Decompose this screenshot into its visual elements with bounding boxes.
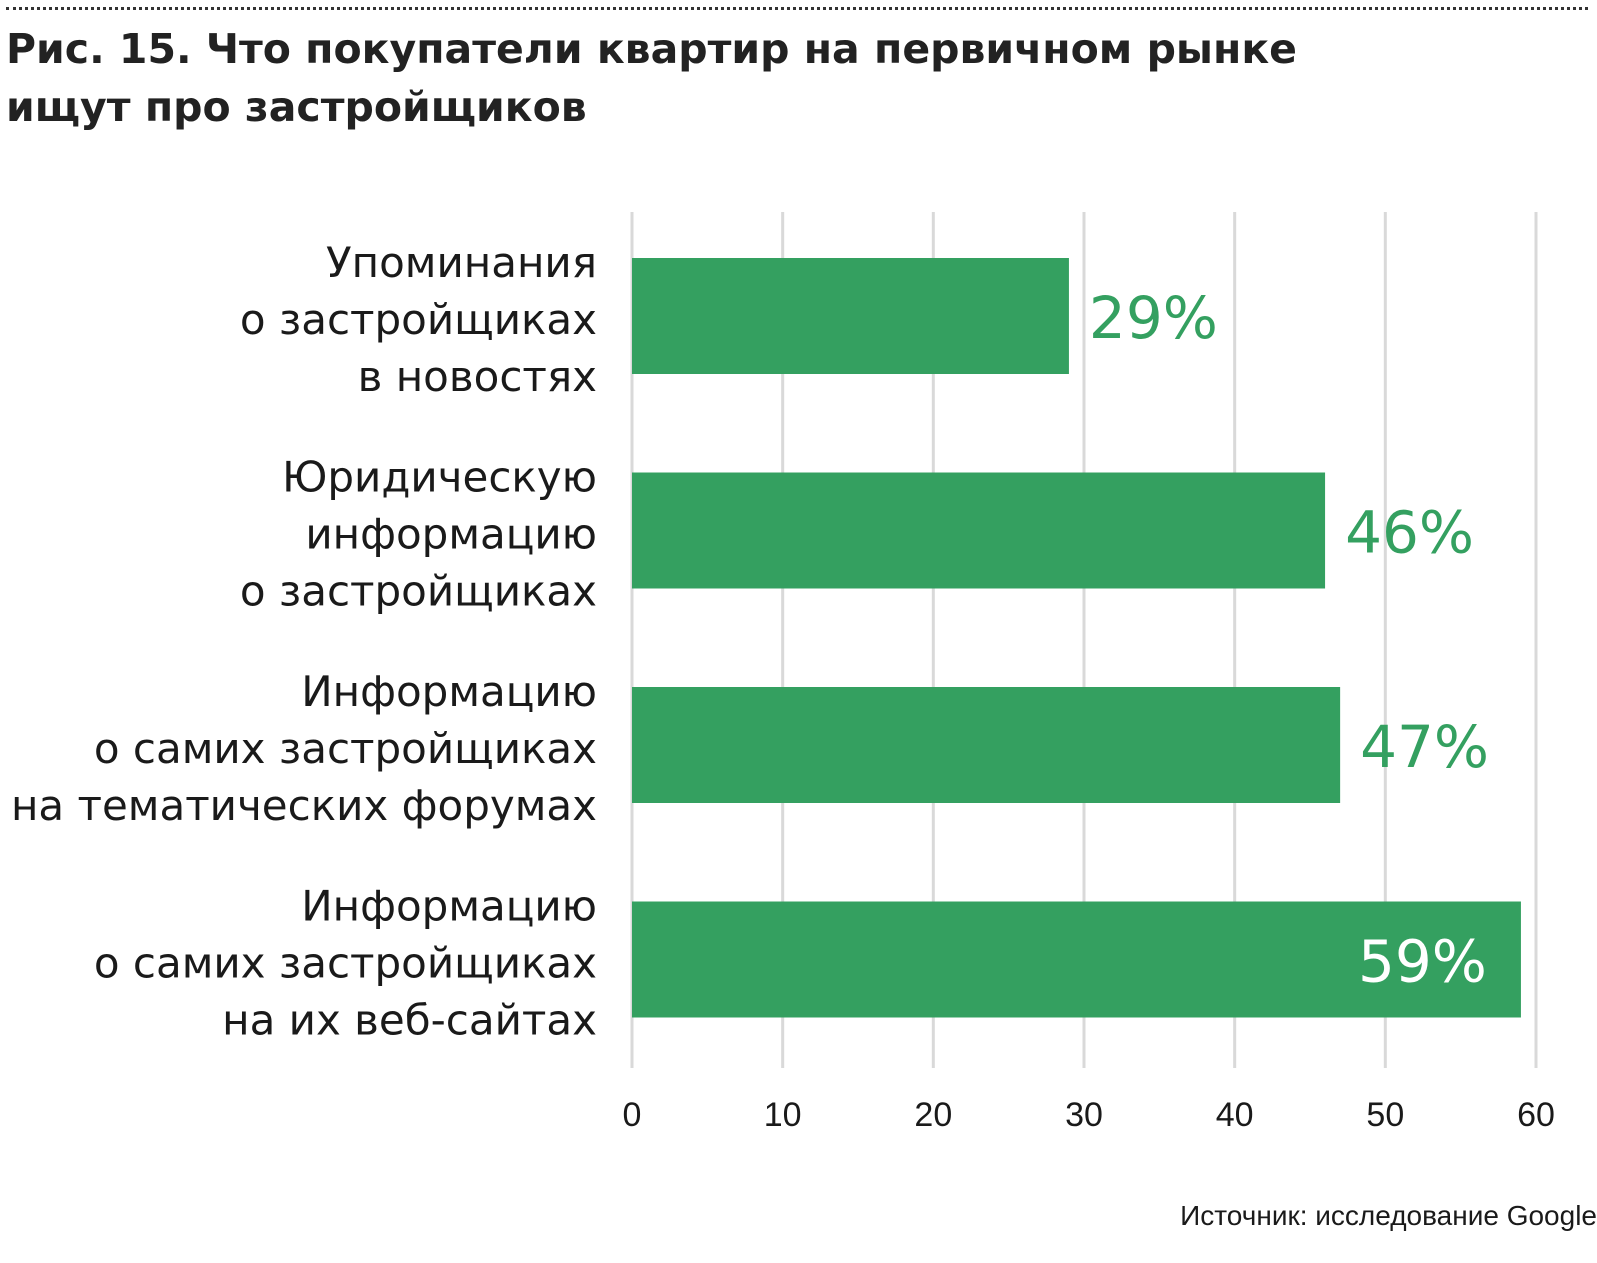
x-tick-label: 30 [1065,1096,1103,1134]
bar-value-label: 47% [1360,713,1489,781]
category-label: о самих застройщиках [94,939,597,988]
bar-value-label: 29% [1089,284,1218,352]
category-label: о застройщиках [240,295,597,344]
x-tick-label: 60 [1517,1096,1555,1134]
category-label: в новостях [358,352,597,401]
bar [632,472,1326,589]
category-label: информацию [305,510,597,559]
bar-value-label: 59% [1358,928,1487,996]
category-label: на их веб-сайтах [222,996,597,1045]
category-label: Информацию [301,882,597,931]
bar [632,687,1341,803]
category-label: Информацию [301,667,597,716]
x-tick-label: 0 [623,1096,642,1134]
x-tick-label: 20 [914,1096,952,1134]
x-tick-label: 40 [1216,1096,1254,1134]
x-tick-label: 10 [764,1096,802,1134]
bar-value-label: 46% [1345,499,1474,567]
category-label: Юридическую [282,453,597,502]
chart-title-line-1: Рис. 15. Что покупатели квартир на перви… [6,25,1297,73]
top-dotted-rule [6,7,1588,10]
category-label: о самих застройщиках [94,724,597,773]
category-label: на тематических форумах [11,781,597,830]
category-label: о застройщиках [240,567,597,616]
bar [632,901,1521,1018]
chart-title: Рис. 15. Что покупатели квартир на перви… [6,20,1506,136]
x-tick-label: 50 [1366,1096,1404,1134]
chart-title-line-2: ищут про застройщиков [6,83,587,131]
category-label: Упоминания [326,238,597,287]
source-note: Источник: исследование Google [1180,1200,1597,1231]
bar [632,258,1069,374]
